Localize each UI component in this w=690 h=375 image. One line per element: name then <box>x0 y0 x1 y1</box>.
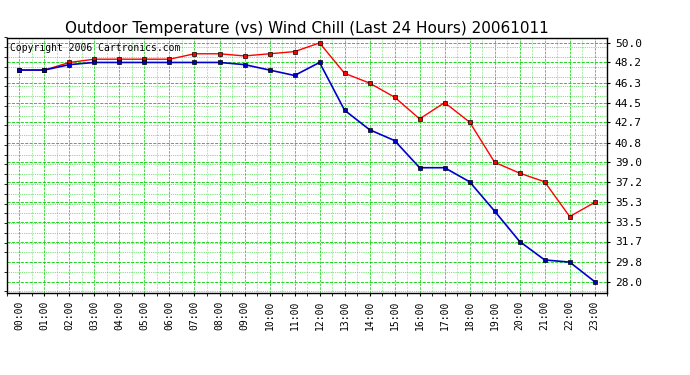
Title: Outdoor Temperature (vs) Wind Chill (Last 24 Hours) 20061011: Outdoor Temperature (vs) Wind Chill (Las… <box>65 21 549 36</box>
Text: Copyright 2006 Cartronics.com: Copyright 2006 Cartronics.com <box>10 43 180 52</box>
